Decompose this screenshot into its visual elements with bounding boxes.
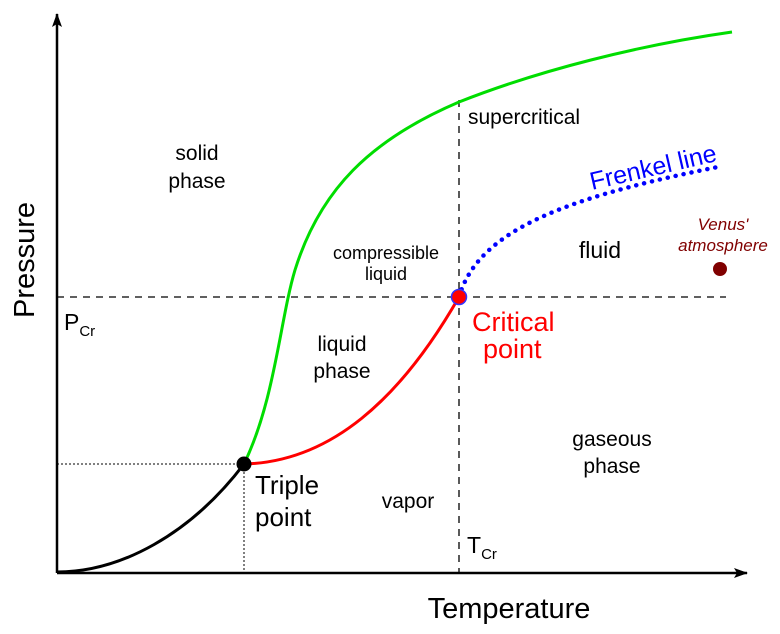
t-cr-label: TCr <box>467 532 497 563</box>
triple-point-marker <box>236 456 252 472</box>
venus-atmosphere-marker <box>713 262 727 276</box>
gaseous-phase-label: gaseous phase <box>572 428 651 478</box>
boiling-curve <box>243 296 461 466</box>
frenkel-line-label: Frenkel line <box>587 139 719 195</box>
critical-point-label: Critical point <box>472 307 555 364</box>
triple-point-label: Triple point <box>255 470 319 532</box>
p-cr-label: PCr <box>64 309 95 340</box>
melting-curve <box>242 30 733 465</box>
solid-phase-label: solid phase <box>168 142 225 193</box>
sublimation-curve <box>56 463 246 574</box>
fluid-label: fluid <box>579 237 621 263</box>
supercritical-label: supercritical <box>468 106 580 129</box>
critical-point-marker <box>450 288 468 306</box>
compressible-liquid-label: compressible liquid <box>333 243 439 284</box>
venus-atmosphere-label: Venus' atmosphere <box>678 215 768 255</box>
liquid-phase-label: liquid phase <box>313 333 370 383</box>
frenkel-line <box>456 163 726 300</box>
y-axis-label: Pressure <box>9 202 41 318</box>
x-axis-label: Temperature <box>428 593 591 625</box>
vapor-label: vapor <box>382 490 435 513</box>
